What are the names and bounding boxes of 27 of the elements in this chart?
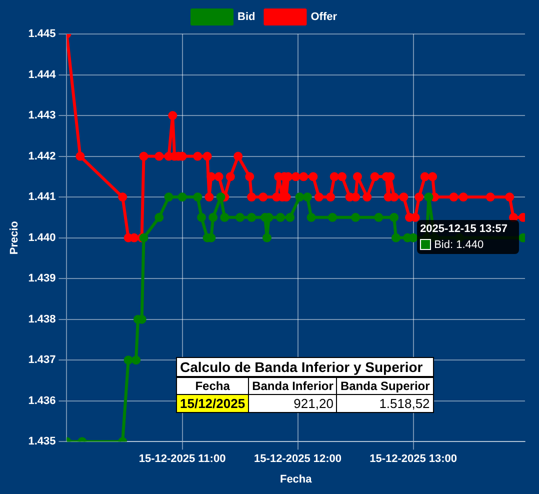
y-tick-label: 1.438: [28, 313, 56, 326]
y-tick-label: 1.440: [28, 232, 56, 244]
annotation: Banda Superior: [336, 377, 434, 394]
x-tick-label: 15-12-2025 13:00: [370, 453, 458, 466]
legend-label: Bid: [238, 11, 256, 24]
y-tick-label: 1.443: [28, 110, 56, 122]
annotation: Banda Inferior: [248, 377, 337, 394]
y-tick-label: 1.442: [28, 150, 56, 162]
x-tick-label: 15-12-2025 11:00: [138, 453, 226, 466]
annotation: Fecha: [176, 377, 249, 394]
y-tick-label: 1.444: [28, 68, 57, 81]
annotation: 1.518,52: [336, 394, 434, 412]
y-axis-title: Precio: [8, 220, 21, 255]
y-tick-label: 1.445: [28, 28, 56, 40]
annotation: 921,20: [248, 394, 337, 412]
x-axis-title: Fecha: [280, 473, 313, 486]
legend-label: Offer: [310, 11, 338, 24]
y-tick-label: 1.436: [28, 394, 56, 407]
y-tick-label: 1.435: [28, 436, 56, 448]
y-tick-label: 1.441: [28, 191, 56, 204]
annotation: Calculo de Banda Inferior y Superior: [176, 358, 434, 377]
annotation: 15/12/2025: [176, 394, 249, 412]
y-tick-label: 1.437: [28, 354, 56, 366]
annotation: Bid: 1.440: [434, 238, 484, 251]
y-tick-label: 1.439: [28, 272, 56, 285]
x-tick-label: 15-12-2025 12:00: [254, 453, 342, 466]
annotation: 2025-12-15 13:57: [420, 222, 509, 235]
